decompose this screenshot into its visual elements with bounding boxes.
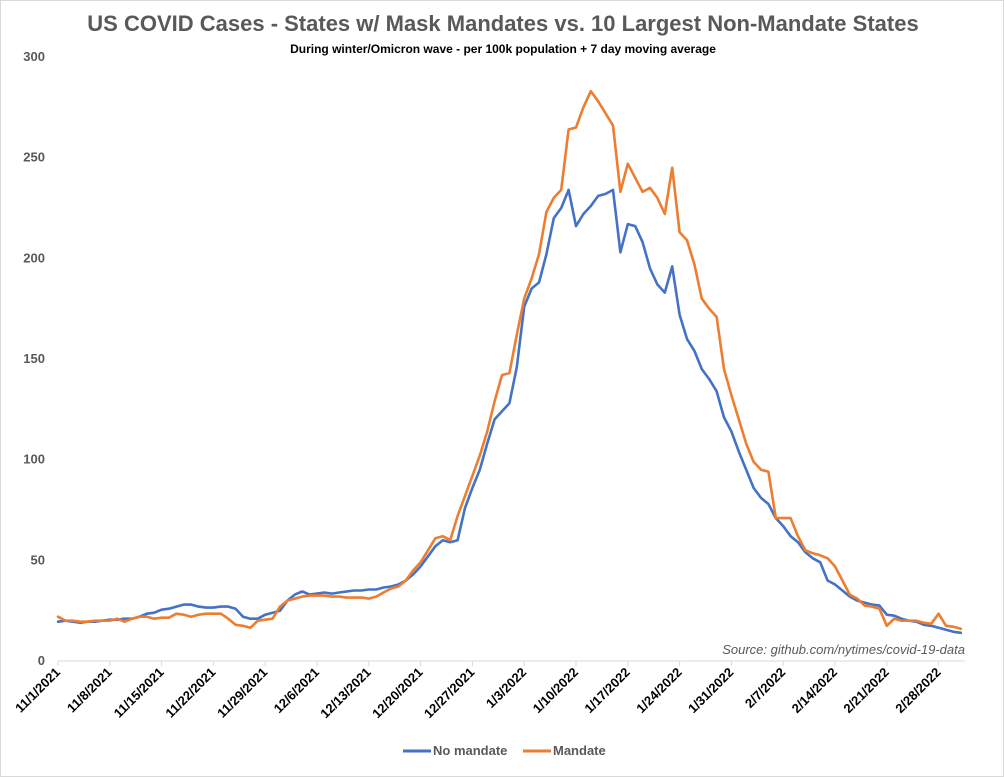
legend-label: Mandate (553, 743, 606, 758)
y-tick-label: 300 (23, 49, 45, 64)
x-tick-label: 11/8/2021 (64, 665, 115, 716)
x-tick-label: 11/22/2021 (162, 665, 218, 721)
x-tick-label: 11/29/2021 (214, 665, 270, 721)
x-tick-label: 11/1/2021 (12, 665, 63, 716)
x-tick-label: 1/17/2022 (581, 665, 633, 717)
x-tick-label: 12/27/2021 (421, 665, 478, 722)
y-tick-label: 100 (23, 452, 45, 467)
y-tick-label: 50 (31, 552, 45, 567)
x-tick-label: 1/10/2022 (530, 665, 582, 717)
x-tick-label: 2/21/2022 (840, 665, 892, 717)
x-tick-label: 1/3/2022 (483, 665, 529, 711)
source-note: Source: github.com/nytimes/covid-19-data (722, 642, 965, 657)
chart-subtitle: During winter/Omicron wave - per 100k po… (290, 42, 716, 56)
x-tick-label: 1/31/2022 (685, 665, 737, 717)
x-tick-label: 12/20/2021 (369, 665, 426, 722)
y-tick-label: 250 (23, 150, 45, 165)
x-tick-label: 12/6/2021 (271, 665, 323, 717)
x-tick-label: 12/13/2021 (317, 665, 374, 722)
chart-title: US COVID Cases - States w/ Mask Mandates… (87, 11, 919, 36)
x-tick-label: 2/7/2022 (742, 665, 788, 711)
x-tick-label: 2/28/2022 (892, 665, 944, 717)
series-line-mandate (56, 89, 963, 631)
x-tick-label: 2/14/2022 (789, 665, 841, 717)
y-tick-label: 200 (23, 250, 45, 265)
x-tick-label: 1/24/2022 (633, 665, 685, 717)
legend-label: No mandate (433, 743, 507, 758)
series-line-no-mandate (56, 188, 963, 635)
y-tick-label: 150 (23, 351, 45, 366)
x-tick-label: 11/15/2021 (111, 665, 167, 721)
y-tick-label: 0 (38, 653, 45, 668)
